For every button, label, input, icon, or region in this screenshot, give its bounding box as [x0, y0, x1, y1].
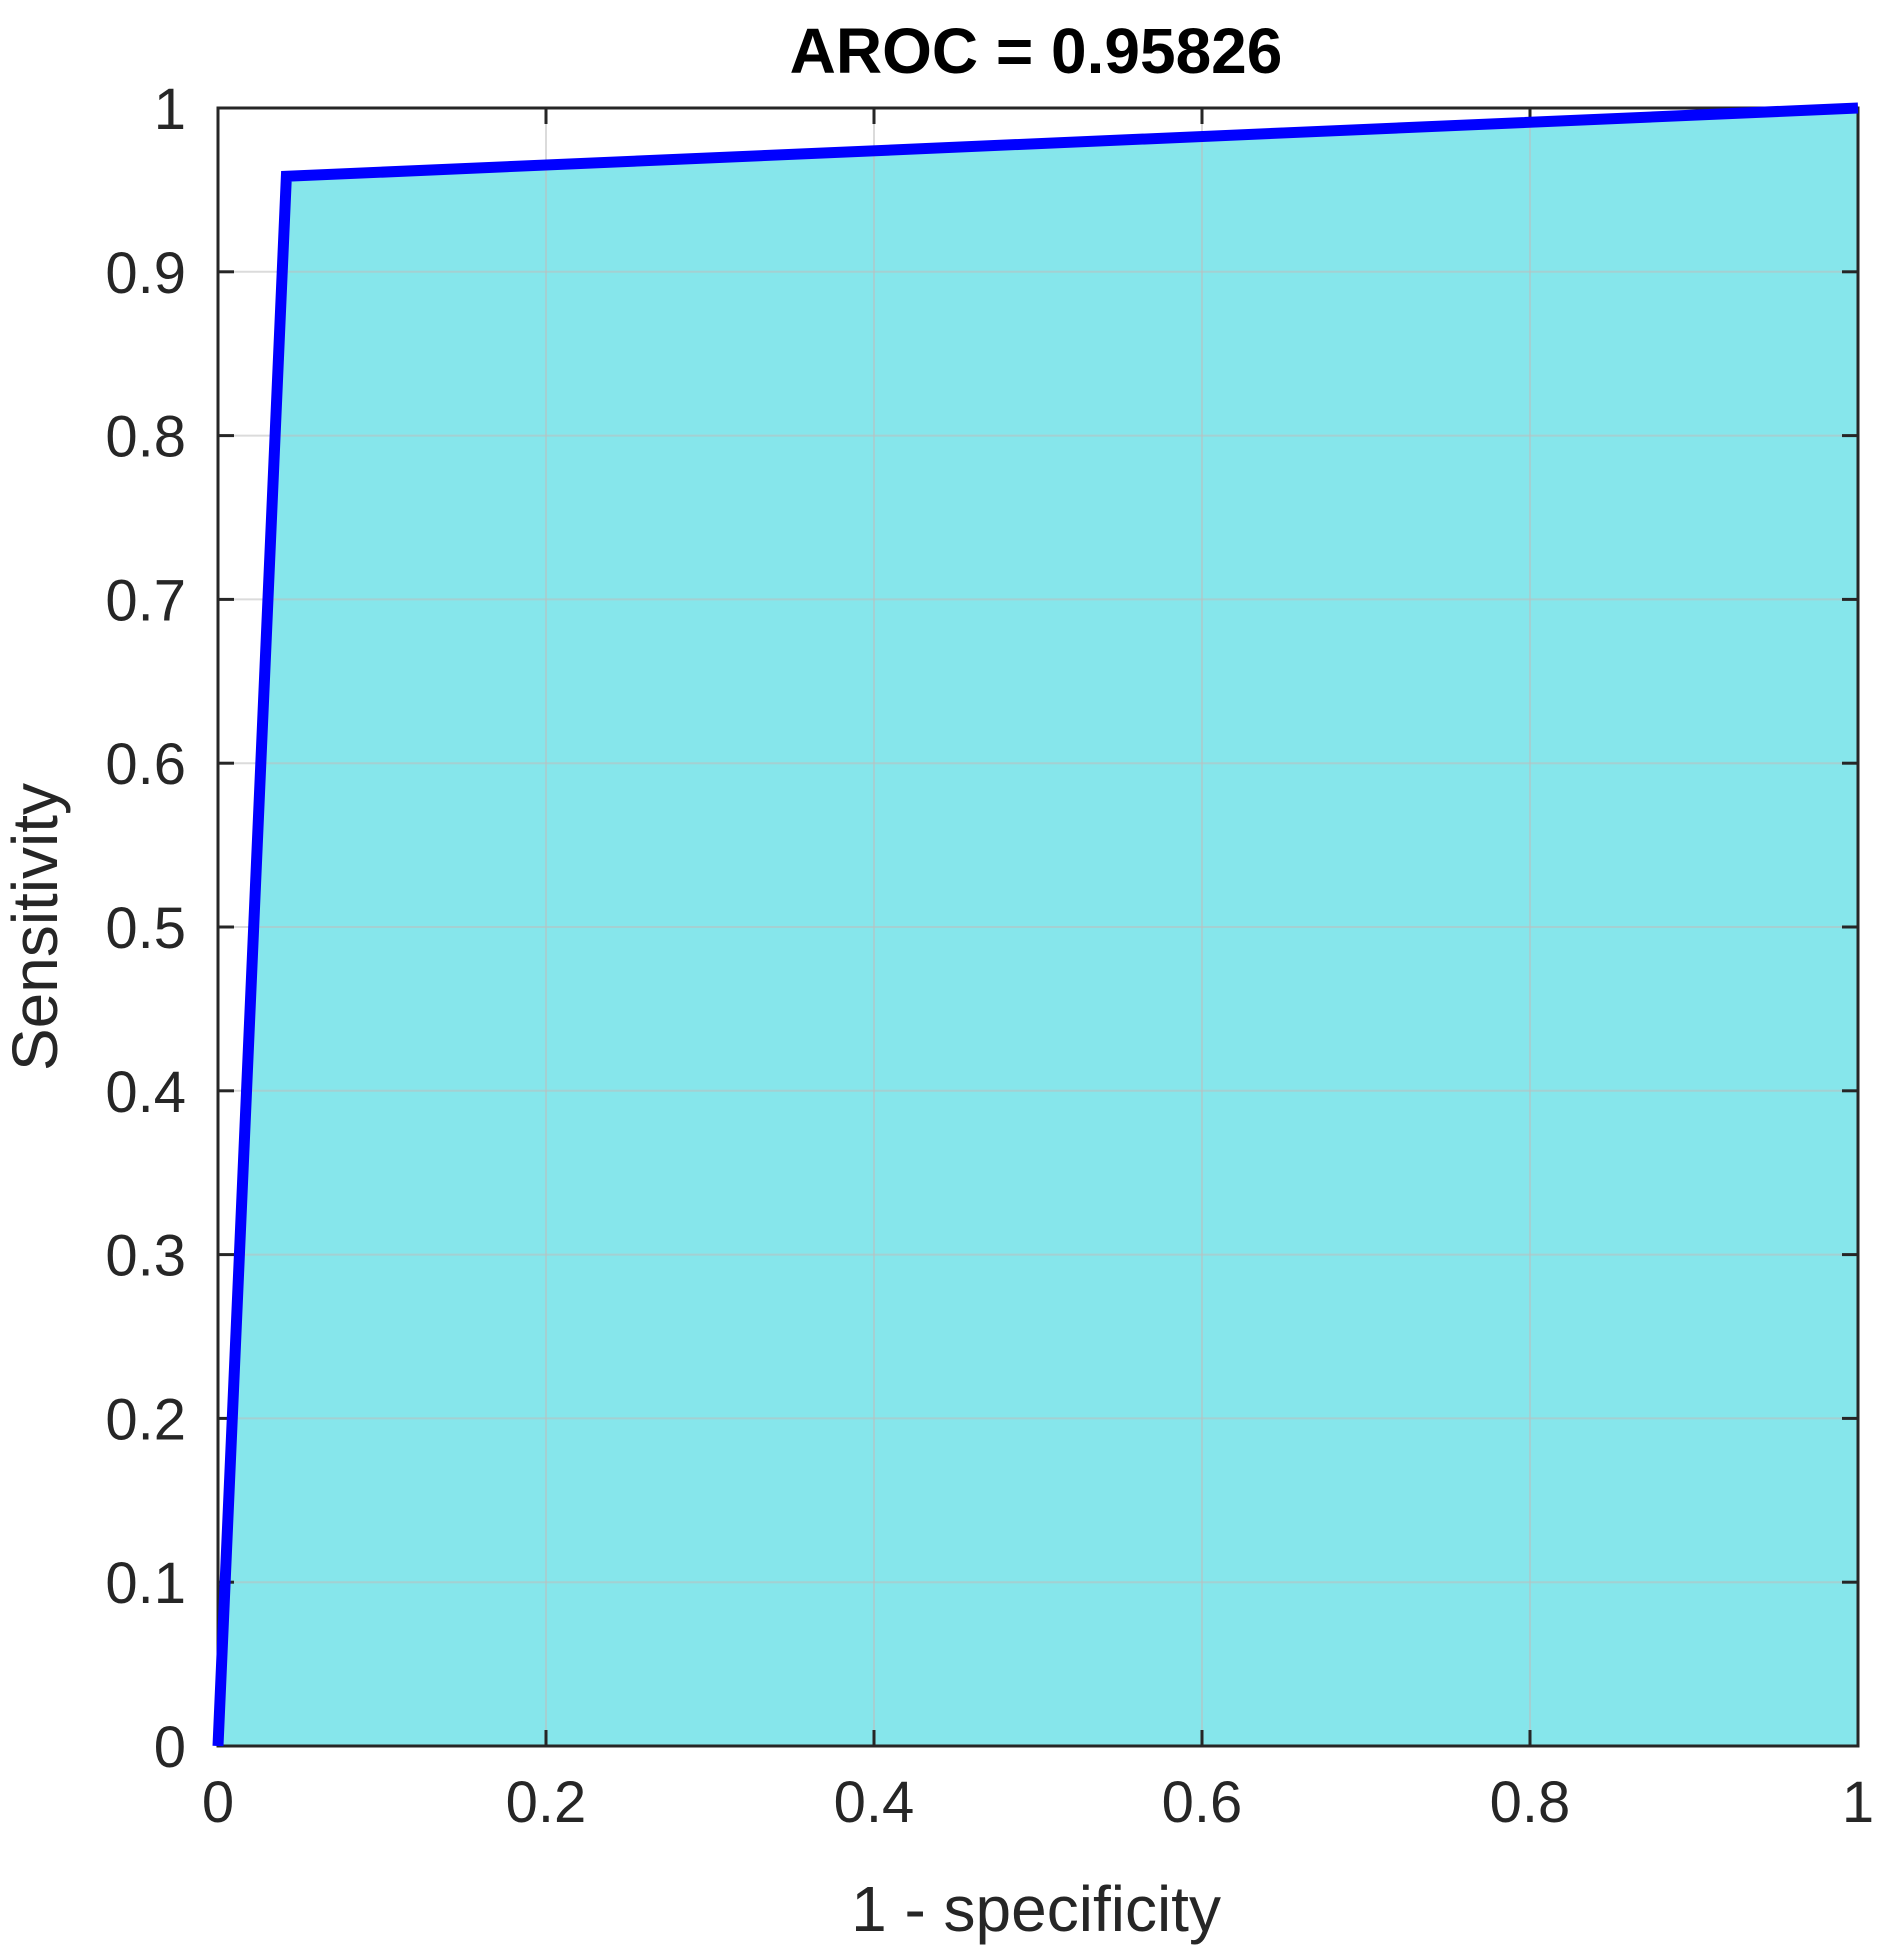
y-tick-label: 0.7	[105, 568, 186, 633]
chart-title: AROC = 0.95826	[790, 15, 1283, 87]
y-tick-label: 0.9	[105, 241, 186, 306]
tick-labels: 0 0.2 0.4 0.6 0.8 1 0 0.1 0.2 0.3 0.4 0.5 0.6 0.7 0.8 0…	[105, 77, 1874, 1835]
x-tick-label: 0.8	[1490, 1770, 1571, 1835]
x-tick-label: 0.2	[506, 1770, 587, 1835]
y-tick-label: 0.8	[105, 405, 186, 470]
y-tick-label: 0.5	[105, 896, 186, 961]
y-tick-label: 0.6	[105, 732, 186, 797]
x-tick-label: 0	[202, 1770, 234, 1835]
y-tick-label: 0	[154, 1715, 186, 1780]
plot-area	[212, 102, 1860, 1748]
roc-curve-line	[212, 102, 1859, 1747]
x-tick-label: 1	[1842, 1770, 1874, 1835]
y-tick-label: 0.4	[105, 1060, 186, 1125]
y-tick-label: 0.3	[105, 1224, 186, 1289]
x-tick-label: 0.4	[834, 1770, 915, 1835]
x-tick-label: 0.6	[1162, 1770, 1243, 1835]
y-tick-label: 1	[154, 77, 186, 142]
y-axis-label: Sensitivity	[0, 783, 71, 1071]
x-axis-label: 1 - specificity	[851, 1873, 1221, 1945]
y-tick-label: 0.1	[105, 1551, 186, 1616]
y-tick-label: 0.2	[105, 1387, 186, 1452]
